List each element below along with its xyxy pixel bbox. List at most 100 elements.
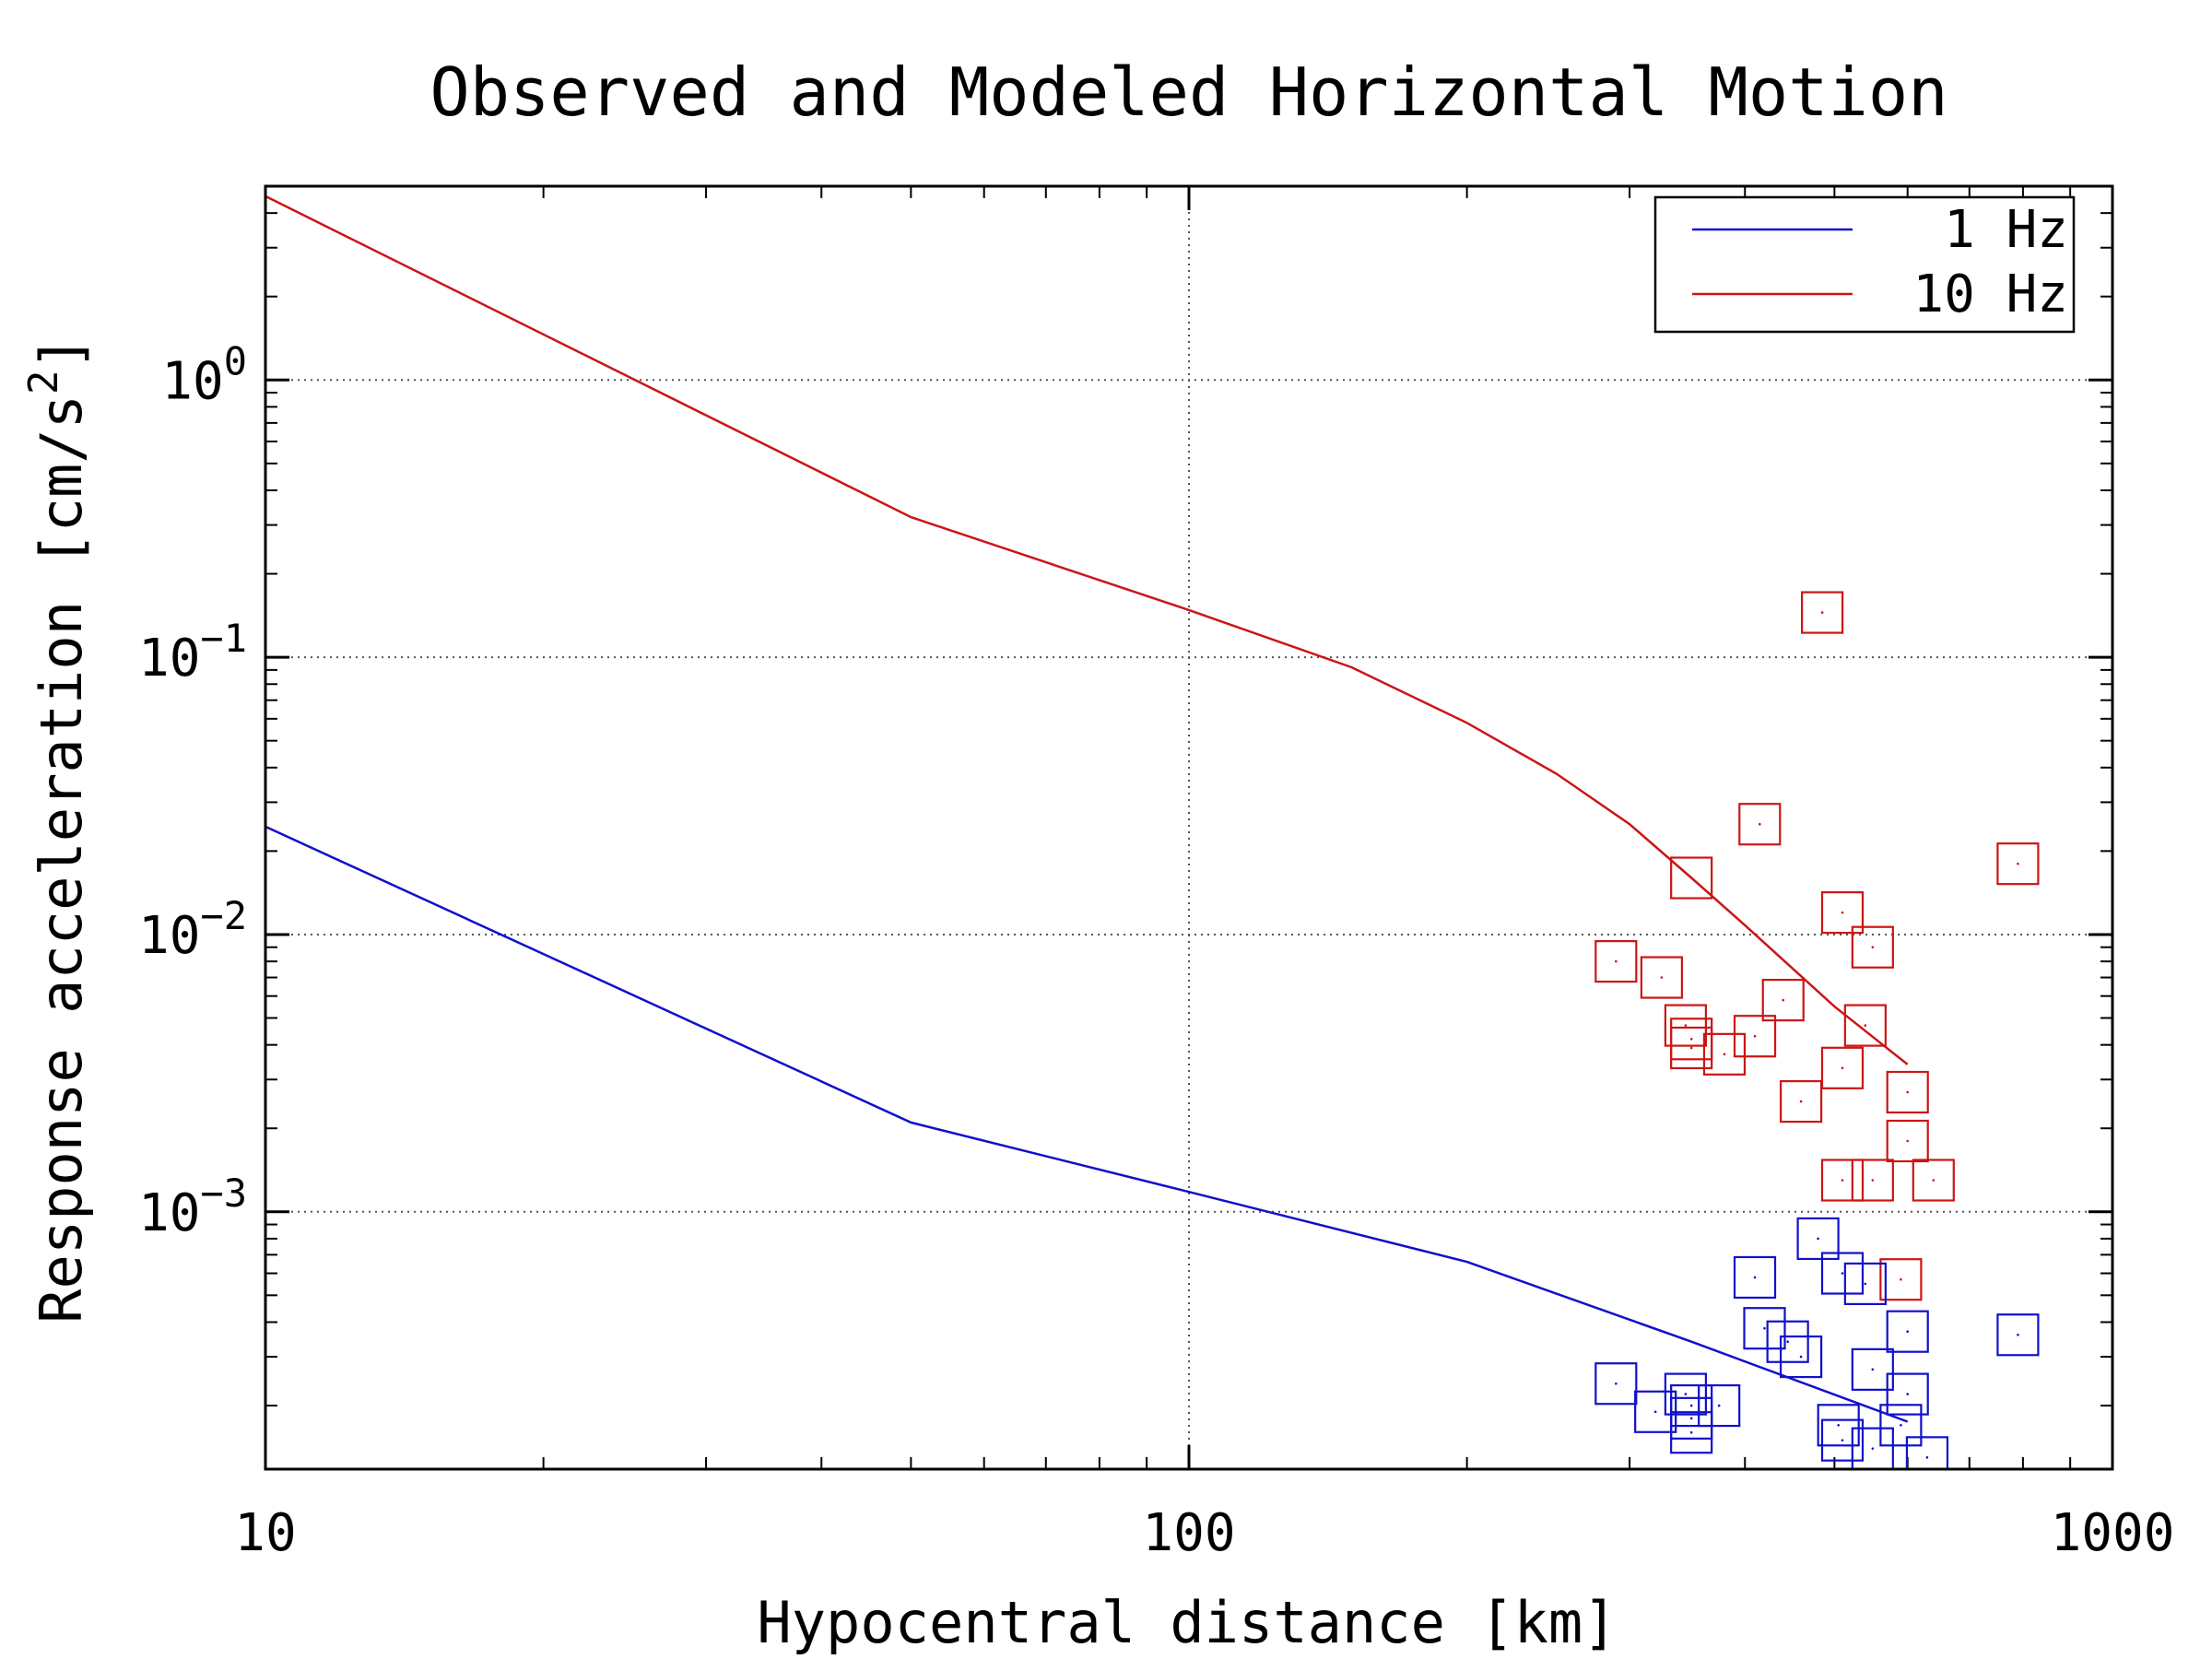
data-marker-dot [1684,1024,1688,1027]
data-marker-dot [1906,1330,1910,1333]
data-marker-dot [1925,1456,1929,1459]
data-marker [1817,1404,1860,1447]
data-marker-dot [1689,1404,1693,1407]
data-marker-dot [1786,1340,1789,1344]
data-marker [1996,1313,2040,1357]
data-marker [1664,1372,1707,1416]
data-marker-dot [1820,611,1824,614]
y-axis-label-superscript: 2 [20,370,67,394]
data-marker-dot [1841,1066,1844,1070]
data-marker [1879,1258,1923,1301]
data-marker-dot [1906,1139,1910,1143]
data-marker-dot [1871,1179,1875,1182]
x-tick-labels: 10 100 1000 [234,1503,2174,1563]
data-marker [1905,1436,1949,1469]
data-marker [1851,1347,1894,1391]
data-marker [1879,1404,1923,1447]
data-marker-dot [1689,1037,1693,1041]
data-marker [1761,979,1805,1022]
data-marker [1820,1046,1865,1089]
series-layer [265,194,2040,1469]
data-marker-dot [1841,1439,1844,1441]
data-marker [1796,1217,1840,1261]
data-marker-dot [1660,976,1664,979]
data-marker-dot [1864,1282,1867,1286]
data-marker-dot [1615,959,1618,963]
data-marker-dot [1906,1393,1910,1395]
chart-title: Observed and Modeled Horizontal Motion [429,53,1947,131]
x-tick-label: 1000 [2051,1503,2175,1563]
data-marker-dot [1864,1024,1867,1027]
data-marker [1670,856,1713,900]
data-marker [1738,803,1782,846]
data-marker [1843,1262,1887,1305]
data-marker-dot [1900,1423,1902,1427]
data-marker-dot [1615,1382,1618,1385]
data-marker-dot [1871,946,1875,949]
data-marker [1820,1159,1865,1202]
y-tick-label: 100 [161,338,247,411]
data-marker [1594,1362,1638,1406]
data-marker [1820,1418,1865,1462]
data-marker [1670,1411,1713,1454]
x-axis-label: Hypocentral distance [km] [757,1589,1617,1656]
data-marker [1779,1335,1823,1379]
data-marker-dot [1717,1404,1721,1407]
plot-frame [264,184,2114,1471]
data-marker-dot [1782,998,1785,1002]
data-marker-dot [1871,1447,1875,1450]
data-marker [1851,1159,1894,1202]
y-axis-label: Response acceleration [cm/s2] [20,335,95,1324]
data-marker [1851,925,1894,969]
data-marker-dot [1932,1179,1936,1182]
data-marker-dot [1689,1417,1693,1420]
data-marker [1886,1070,1929,1114]
data-marker [1996,842,2040,886]
legend-label: 10 Hz [1912,265,2068,324]
data-marker-dot [1653,1410,1657,1414]
data-marker [1886,1372,1929,1416]
data-marker-dot [1841,1272,1844,1275]
x-tick-label: 100 [1142,1503,1235,1563]
series-line-1 [265,194,1909,1065]
data-marker [1912,1159,1955,1202]
legend-box [1653,195,2076,334]
data-marker [1843,1004,1887,1047]
data-marker-dot [1871,1368,1875,1371]
data-marker-dot [1723,1053,1726,1056]
data-marker-dot [1684,1393,1688,1395]
y-tick-labels: 100 10−1 10−2 10−3 [138,338,247,1243]
data-marker [1640,956,1684,999]
data-marker [1779,1079,1823,1124]
y-tick-label: 10−3 [138,1171,247,1243]
data-marker-dot [1841,911,1844,914]
data-marker-dot [1900,1277,1902,1281]
data-marker-dot [1763,1326,1766,1330]
data-marker [1743,1307,1786,1350]
data-marker-dot [1837,1423,1840,1427]
data-marker [1766,1320,1809,1363]
data-marker-dot [2017,862,2019,865]
data-marker [1698,1383,1741,1428]
data-marker [1733,1015,1777,1058]
data-marker [1801,591,1844,634]
y-tick-label: 10−1 [138,616,247,688]
data-marker-dot [1758,822,1761,826]
data-marker [1886,1310,1929,1353]
data-marker [1702,1032,1747,1076]
data-marker-dot [1817,1237,1819,1241]
data-marker-dot [1753,1276,1757,1279]
series-line-0 [265,825,1909,1423]
data-marker [1733,1255,1777,1300]
data-marker [1886,1119,1929,1163]
grid-lines [265,186,2112,1469]
data-marker [1820,891,1865,935]
data-marker-dot [2017,1333,2019,1336]
data-marker-dot [1841,1179,1844,1182]
data-marker [1664,1004,1707,1047]
data-marker-dot [1753,1034,1757,1038]
data-marker-dot [1689,1046,1693,1050]
legend-label: 1 Hz [1944,200,2068,260]
